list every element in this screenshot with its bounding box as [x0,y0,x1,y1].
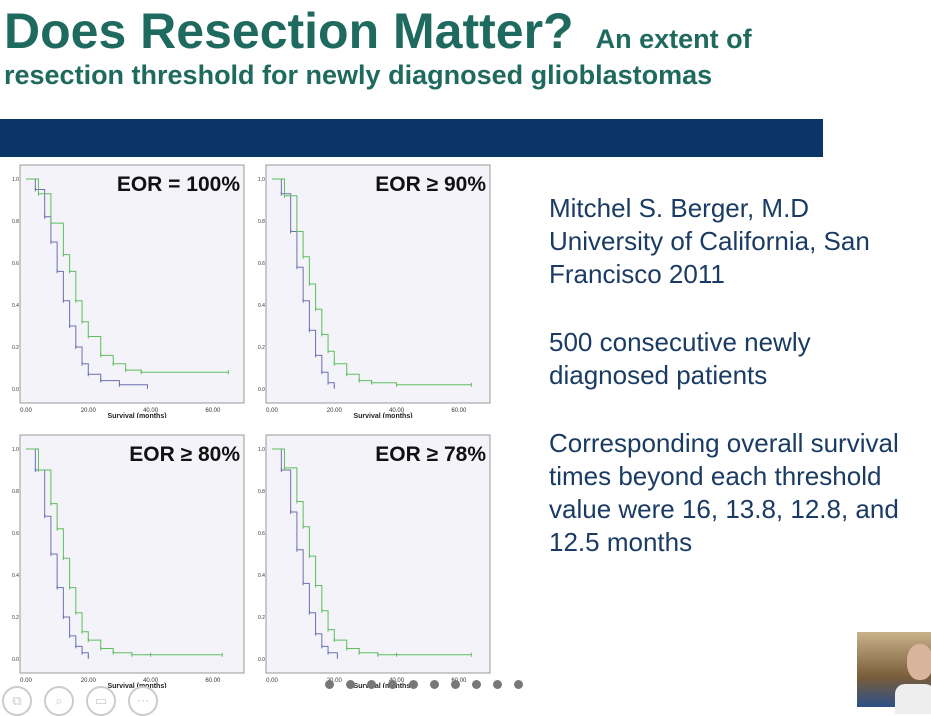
results-text: Corresponding overall survival times bey… [549,428,899,557]
y-tick-label: 0.0 [12,657,19,663]
plot-area [265,434,491,674]
slide-title: Does Resection Matter? An extent of [4,2,752,60]
slide-text: Mitchel S. Berger, M.D University of Cal… [549,192,929,594]
x-tick-label: 20.00 [327,408,343,414]
y-tick-label: 0.2 [258,615,265,621]
chart-eor-100: 0.0 0.2 0.4 0.6 0.8 1.0 0.00 20.00 40.00 60.00 Sur… [12,163,262,418]
y-tick-label: 0.4 [12,303,19,309]
x-axis-label: Survival (months) [107,413,166,418]
author-text: Mitchel S. Berger, M.D University of Cal… [549,193,870,289]
x-axis-label: Survival (months) [107,683,166,688]
more-icon[interactable]: ⋯ [128,686,158,716]
y-tick-label: 0.4 [258,303,265,309]
slide-nav-dot[interactable] [346,680,355,689]
slide-nav-dot[interactable] [493,680,502,689]
slide-nav-dot[interactable] [472,680,481,689]
slide-nav-dots[interactable] [325,680,523,689]
x-tick-label: 40.00 [389,408,405,414]
y-tick-label: 1.0 [12,447,19,453]
x-tick-label: 40.00 [389,678,405,684]
slide-nav-dot[interactable] [430,680,439,689]
y-tick-label: 1.0 [258,447,265,453]
x-tick-label: 20.00 [327,678,343,684]
x-tick-label: 0.00 [266,408,278,414]
header-bar [0,119,823,157]
viewer-toolbar: ⧉ ⌕ ▭ ⋯ [2,686,158,716]
y-tick-label: 0.0 [12,387,19,393]
x-tick-label: 20.00 [81,678,97,684]
y-tick-label: 0.6 [12,261,19,267]
chart-title: EOR = 100% [117,173,240,196]
chart-eor-80: 0.0 0.2 0.4 0.6 0.8 1.0 0.00 20.00 40.00 60.00 Sur… [12,433,262,688]
y-tick-label: 0.8 [12,489,19,495]
y-tick-label: 0.8 [258,489,265,495]
survival-curve-1 [272,448,338,657]
x-tick-label: 0.00 [20,678,32,684]
webcam-video [857,632,931,714]
title-main: Does Resection Matter? [4,3,574,59]
survival-curve-1 [272,178,335,387]
x-tick-label: 60.00 [451,408,467,414]
chart-title: EOR ≥ 78% [375,443,486,466]
copy-icon[interactable]: ⧉ [2,686,32,716]
patients-text: 500 consecutive newly diagnosed patients [549,327,811,390]
plot-area [19,164,245,404]
x-axis-label: Survival (months) [353,683,412,688]
x-tick-label: 0.00 [20,408,32,414]
slide-nav-dot[interactable] [514,680,523,689]
y-tick-label: 0.2 [258,345,265,351]
chart-title: EOR ≥ 80% [129,443,240,466]
x-tick-label: 60.00 [205,678,221,684]
chart-title: EOR ≥ 90% [375,173,486,196]
y-tick-label: 1.0 [12,177,19,183]
x-tick-label: 40.00 [143,678,159,684]
x-tick-label: 0.00 [266,678,278,684]
y-tick-label: 0.8 [258,219,265,225]
slide-nav-dot[interactable] [409,680,418,689]
y-tick-label: 1.0 [258,177,265,183]
slide-nav-dot[interactable] [388,680,397,689]
x-tick-label: 60.00 [205,408,221,414]
slide-nav-dot[interactable] [451,680,460,689]
x-tick-label: 20.00 [81,408,97,414]
y-tick-label: 0.0 [258,387,265,393]
y-tick-label: 0.4 [258,573,265,579]
subtitle-line1: An extent of [595,24,752,54]
survival-curve-2 [272,178,472,386]
y-tick-label: 0.8 [12,219,19,225]
y-tick-label: 0.6 [258,531,265,537]
slide-nav-dot[interactable] [325,680,334,689]
zoom-icon[interactable]: ⌕ [44,686,74,716]
y-tick-label: 0.2 [12,615,19,621]
y-tick-label: 0.2 [12,345,19,351]
plot-area [265,164,491,404]
y-tick-label: 0.4 [12,573,19,579]
chart-eor-78: 0.00.20.40.60.81.00.0020.0040.0060.00Sur… [258,433,508,688]
y-tick-label: 0.0 [258,657,265,663]
x-tick-label: 40.00 [143,408,159,414]
slide-nav-dot[interactable] [367,680,376,689]
x-axis-label: Survival (months) [353,413,412,418]
subtitle-line2: resection threshold for newly diagnosed … [4,60,713,90]
y-tick-label: 0.6 [258,261,265,267]
y-tick-label: 0.6 [12,531,19,537]
survival-curve-2 [26,178,229,373]
chart-eor-90: 0.0 0.2 0.4 0.6 0.8 1.0 0.00 20.00 40.00 60.00 Sur… [258,163,508,418]
subtitles-icon[interactable]: ▭ [86,686,116,716]
